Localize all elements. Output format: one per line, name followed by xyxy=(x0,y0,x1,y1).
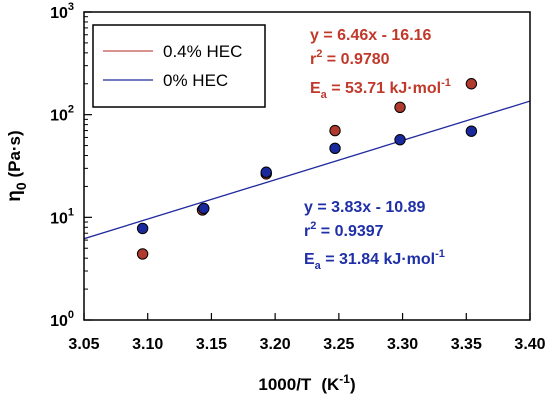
x-tick-label-3-40: 3.40 xyxy=(514,336,545,353)
annotation-0-4-hec: y = 6.46x - 16.16 r2 = 0.9780 Ea = 53.71… xyxy=(310,27,451,101)
annotation-0-4-hec-equation: y = 6.46x - 16.16 xyxy=(310,27,432,44)
x-tick-label-3-25: 3.25 xyxy=(323,336,354,353)
data-markers xyxy=(136,78,478,260)
point-0-4-hec-0 xyxy=(136,248,149,260)
legend-box xyxy=(92,24,266,108)
y-tick-label-3: 103 xyxy=(50,1,74,22)
x-tick-label-3-30: 3.30 xyxy=(387,336,418,353)
fit-line-0-hec xyxy=(84,100,530,240)
x-tick-label-3-05: 3.05 xyxy=(68,336,99,353)
point-0-hec-5 xyxy=(465,125,478,137)
x-tick-label-3-15: 3.15 xyxy=(196,336,227,353)
y-axis-title: η0 (Pa·s) xyxy=(4,130,29,201)
point-0-4-hec-5 xyxy=(465,78,478,90)
plot-frame xyxy=(83,11,531,321)
annotation-0-4-hec-r2: r2 = 0.9780 xyxy=(310,48,390,68)
point-0-hec-1 xyxy=(198,202,210,215)
point-0-hec-2 xyxy=(260,166,272,178)
legend-label-0-hec: 0% HEC xyxy=(163,71,228,90)
x-axis-title: 1000/T (K-1) xyxy=(258,372,355,394)
y-axis: 100 101 102 103 xyxy=(50,1,92,330)
fit-lines xyxy=(84,100,530,240)
y-tick-label-0: 100 xyxy=(50,309,74,330)
x-tick-label-3-35: 3.35 xyxy=(451,336,482,353)
legend-label-0-4-hec: 0.4% HEC xyxy=(163,42,242,61)
annotation-0-hec-r2: r2 = 0.9397 xyxy=(304,220,384,240)
point-0-4-hec-3 xyxy=(329,124,341,137)
x-axis: 3.05 3.10 3.15 3.20 3.25 3.30 3.35 3.40 xyxy=(68,313,546,353)
y-tick-label-2: 102 xyxy=(50,104,74,125)
annotation-0-hec: y = 3.83x - 10.89 r2 = 0.9397 Ea = 31.84… xyxy=(304,199,445,272)
point-0-hec-4 xyxy=(394,134,406,146)
point-0-hec-3 xyxy=(329,142,341,155)
legend: 0.4% HEC 0% HEC xyxy=(92,24,266,108)
annotation-0-hec-ea: Ea = 31.84 kJ·mol-1 xyxy=(304,248,445,272)
point-0-hec-0 xyxy=(136,222,149,235)
x-tick-label-3-10: 3.10 xyxy=(132,336,163,353)
point-0-4-hec-4 xyxy=(394,101,406,113)
annotation-0-4-hec-ea: Ea = 53.71 kJ·mol-1 xyxy=(310,77,451,101)
annotation-0-hec-equation: y = 3.83x - 10.89 xyxy=(304,199,426,216)
y-tick-label-1: 101 xyxy=(50,206,74,227)
x-tick-label-3-20: 3.20 xyxy=(260,336,291,353)
